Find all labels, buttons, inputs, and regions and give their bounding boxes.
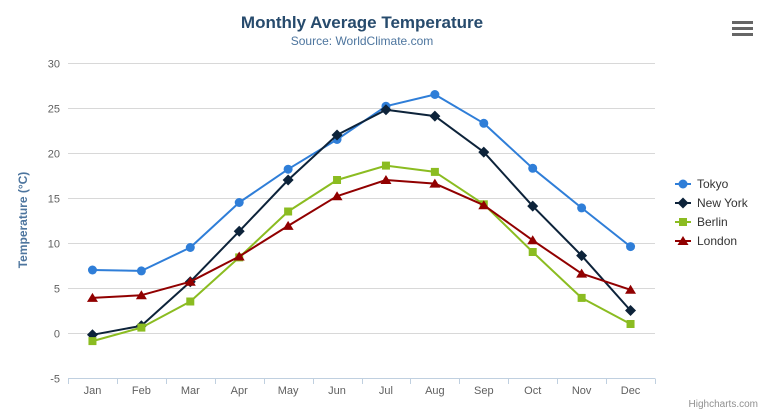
export-menu-button[interactable] [728,16,756,40]
data-point-london-apr[interactable] [233,251,245,261]
data-point-berlin-mar[interactable] [186,297,195,306]
data-point-tokyo-may[interactable] [283,164,293,174]
data-point-tokyo-oct[interactable] [528,163,538,173]
data-point-berlin-may[interactable] [284,207,293,216]
credits-link[interactable]: Highcharts.com [689,399,758,410]
data-point-london-may[interactable] [282,220,294,230]
data-point-london-dec[interactable] [625,284,637,294]
data-point-new-york-dec[interactable] [625,305,637,316]
data-point-tokyo-aug[interactable] [430,90,440,99]
hamburger-icon [732,21,753,36]
x-axis-tick-label: Apr [231,385,248,397]
data-point-new-york-jun[interactable] [331,129,343,141]
data-point-london-jun[interactable] [331,191,343,201]
legend-item-new-york[interactable]: New York [675,196,749,210]
x-axis-tick-label: Dec [621,385,641,397]
data-point-tokyo-mar[interactable] [185,243,195,252]
legend-item-tokyo[interactable]: Tokyo [675,177,729,191]
legend-item-london[interactable]: London [675,234,737,248]
data-point-new-york-sep[interactable] [478,146,490,158]
series-line-berlin [91,164,632,343]
data-point-berlin-jun[interactable] [333,176,342,184]
y-axis-tick-label: -5 [50,374,60,386]
data-point-berlin-aug[interactable] [430,167,439,176]
y-axis-title: Temperature (°C) [16,172,30,269]
series-line-london [91,179,632,299]
data-point-new-york-apr[interactable] [233,225,245,237]
data-point-berlin-feb[interactable] [137,323,146,332]
series-line-new-york [91,108,632,336]
series-layer [86,90,637,346]
y-axis-tick-label: 15 [48,194,60,206]
data-point-berlin-dec[interactable] [626,320,635,328]
data-point-london-mar[interactable] [184,276,196,286]
y-axis-tick-label: 25 [48,104,60,116]
legend-item-label: London [697,234,737,248]
data-point-berlin-nov[interactable] [577,293,586,302]
data-point-tokyo-feb[interactable] [136,266,146,276]
data-point-new-york-may[interactable] [282,174,294,186]
legend-marker-berlin[interactable] [679,218,687,226]
chart-subtitle: Source: WorldClimate.com [291,34,434,48]
y-axis-tick-label: 5 [54,284,60,296]
legend-item-label: Tokyo [697,177,729,191]
data-point-berlin-jul[interactable] [381,161,390,170]
x-axis-tick-label: May [278,385,299,397]
data-point-new-york-nov[interactable] [576,250,588,262]
data-point-tokyo-jan[interactable] [87,265,97,275]
data-point-tokyo-sep[interactable] [479,118,489,128]
data-point-berlin-jan[interactable] [88,337,97,346]
x-axis-tick-label: Mar [181,385,200,397]
data-point-london-jul[interactable] [380,175,392,184]
x-axis-tick-label: Nov [572,385,592,397]
y-axis-tick-label: 30 [48,59,60,71]
x-axis-tick-label: Jul [379,385,393,397]
data-point-new-york-aug[interactable] [429,110,441,122]
legend-item-label: Berlin [697,215,728,229]
legend-marker-london[interactable] [677,236,689,245]
grid-layer [68,63,655,379]
data-point-london-sep[interactable] [478,200,490,210]
series-line-tokyo [91,93,632,272]
legend: Tokyo New York Berlin London [675,177,749,248]
x-axis-tick-label: Jan [84,385,102,397]
x-axis-tick-label: Sep [474,385,494,397]
data-point-tokyo-nov[interactable] [577,203,587,213]
data-point-london-feb[interactable] [135,290,147,300]
chart-title: Monthly Average Temperature [241,13,483,32]
axis-layer: -5 0 5 10 15 20 25 30 Jan Feb Mar Apr May Jun Jul Aug Se… [48,59,656,397]
data-point-berlin-oct[interactable] [528,248,537,256]
data-point-london-jan[interactable] [86,292,98,302]
y-axis-tick-label: 0 [54,329,60,341]
legend-item-label: New York [697,196,749,210]
legend-marker-tokyo[interactable] [678,179,688,189]
x-axis-tick-label: Oct [524,385,541,397]
data-point-new-york-jul[interactable] [380,104,392,116]
legend-marker-new-york[interactable] [677,197,689,209]
data-point-london-oct[interactable] [527,235,539,245]
x-axis-tick-label: Jun [328,385,346,397]
y-axis-tick-label: 10 [48,239,60,251]
data-point-tokyo-dec[interactable] [626,242,636,252]
x-axis-tick-label: Aug [425,385,445,397]
x-axis-tick-label: Feb [132,385,151,397]
data-point-new-york-oct[interactable] [527,200,539,212]
data-point-london-nov[interactable] [576,268,588,278]
data-point-tokyo-apr[interactable] [234,198,244,207]
data-point-london-aug[interactable] [429,178,441,188]
y-axis-tick-label: 20 [48,149,60,161]
legend-item-berlin[interactable]: Berlin [675,215,728,229]
